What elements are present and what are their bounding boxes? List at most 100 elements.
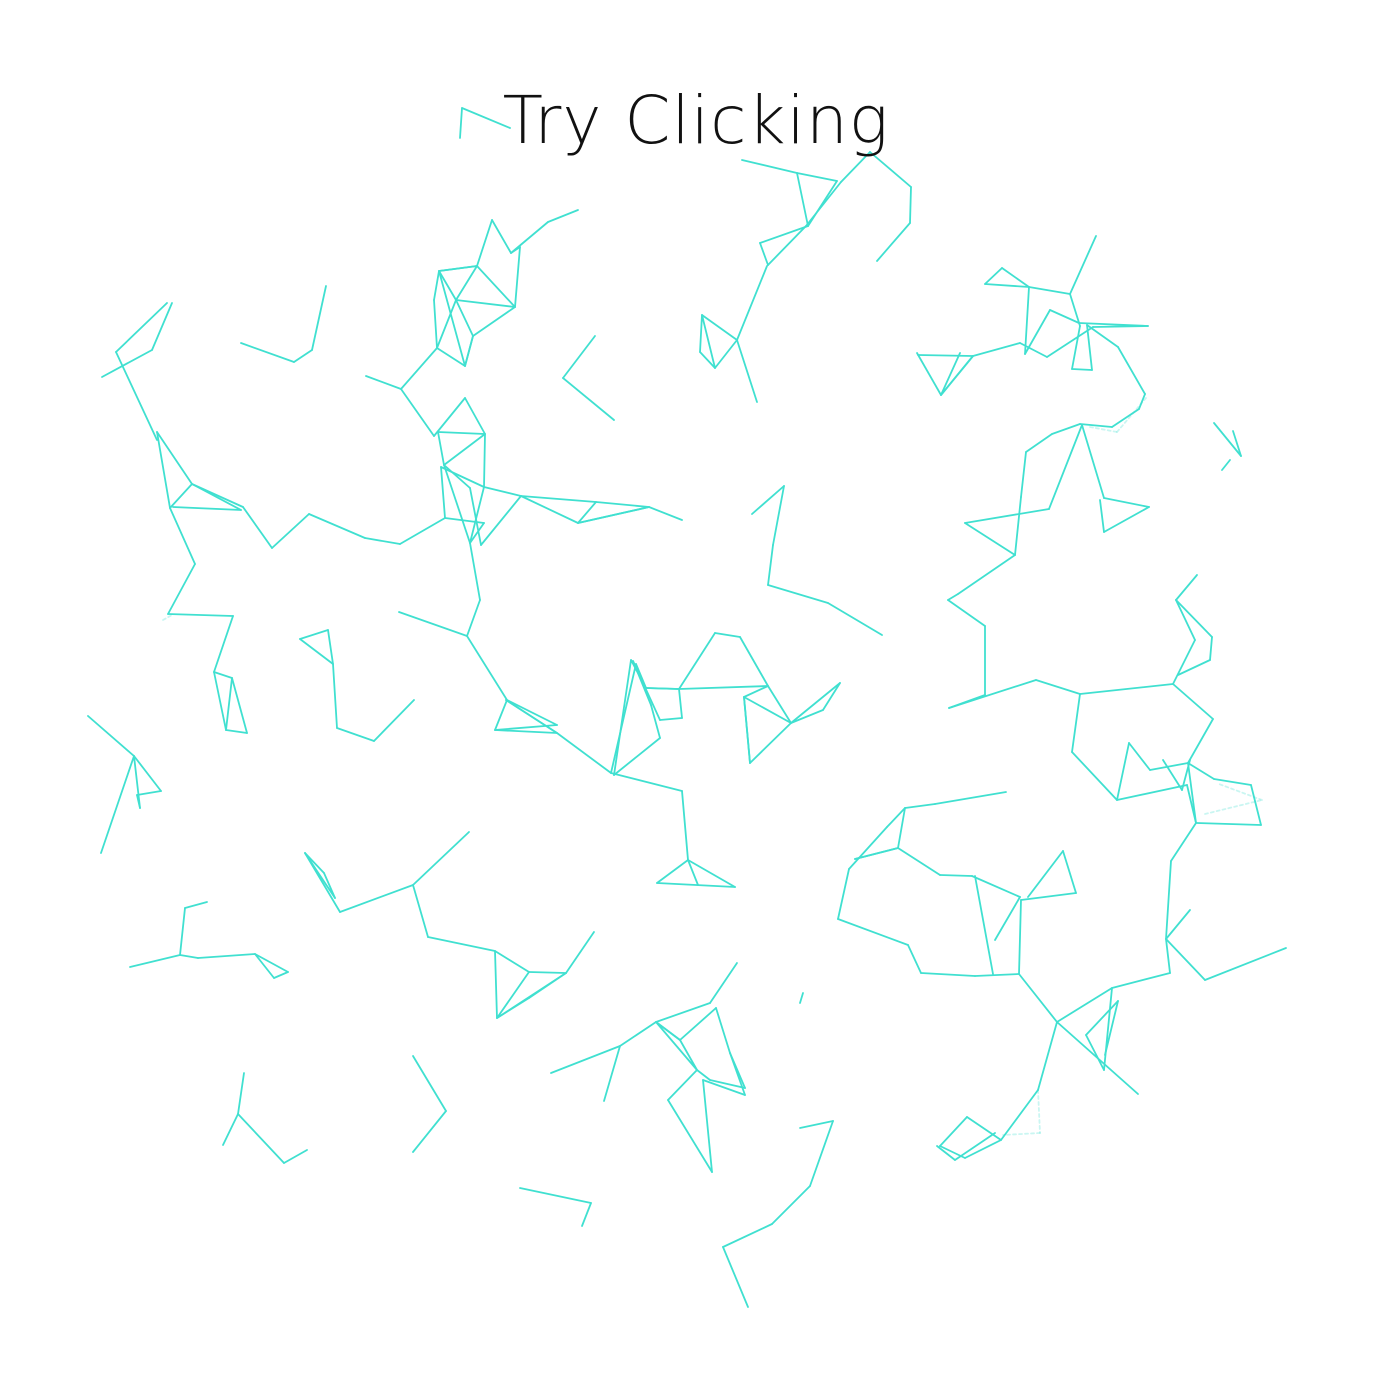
- network-edge: [400, 388, 435, 437]
- network-edge: [1165, 938, 1171, 974]
- network-edge: [701, 314, 716, 369]
- network-edge: [966, 1116, 1002, 1141]
- network-edge: [920, 972, 976, 977]
- network-edge: [469, 486, 485, 544]
- network-edge: [237, 1113, 285, 1164]
- network-edge: [1018, 899, 1022, 975]
- network-edge: [1085, 1000, 1119, 1036]
- network-edge: [254, 953, 289, 973]
- network-edge: [304, 852, 336, 899]
- network-edge: [565, 931, 595, 974]
- network-edge: [722, 1246, 749, 1308]
- network-edge: [436, 347, 466, 367]
- network-edge: [678, 632, 716, 690]
- network-edge: [412, 831, 470, 886]
- network-edge: [231, 677, 248, 734]
- network-edge: [469, 487, 482, 546]
- network-edge: [494, 724, 558, 731]
- network-edge: [947, 599, 986, 627]
- network-edge: [443, 464, 471, 489]
- network-edge: [169, 483, 193, 509]
- network-edge: [1025, 433, 1053, 453]
- network-edge: [581, 1202, 592, 1227]
- network-edge: [433, 270, 440, 301]
- network-edge: [767, 584, 829, 604]
- network-edge: [1103, 987, 1113, 1071]
- network-edge: [696, 1069, 711, 1081]
- network-edge: [476, 265, 516, 308]
- network-edge: [459, 107, 463, 139]
- network-edge: [400, 347, 438, 390]
- network-edge: [1086, 324, 1093, 371]
- network-edge: [1138, 393, 1146, 410]
- network-edge: [1175, 599, 1213, 638]
- network-edge: [1221, 459, 1231, 471]
- network-edge: [1071, 751, 1118, 801]
- network-edge: [167, 563, 196, 615]
- network-edge: [736, 339, 758, 403]
- network-edge: [299, 629, 329, 640]
- network-edge: [1186, 784, 1197, 824]
- network-edge: [619, 1021, 657, 1047]
- network-edge: [440, 466, 446, 519]
- network-edge: [994, 896, 1021, 941]
- network-edge: [1079, 683, 1174, 695]
- network-edge: [562, 335, 596, 379]
- network-edge: [772, 485, 785, 546]
- network-edge: [1104, 1000, 1119, 1056]
- network-edge: [1018, 973, 1058, 1023]
- network-edge: [476, 219, 493, 267]
- network-edge: [438, 270, 457, 301]
- network-edge: [1170, 822, 1197, 862]
- network-edge: [213, 671, 227, 731]
- network-edge: [556, 732, 612, 774]
- network-edge: [101, 349, 153, 378]
- network-edge: [957, 554, 1016, 595]
- network-edge: [1218, 783, 1263, 801]
- network-edge: [438, 270, 466, 367]
- network-edge: [1111, 408, 1140, 428]
- network-edge: [749, 722, 792, 764]
- network-edge: [399, 517, 446, 545]
- network-edge: [1149, 762, 1189, 771]
- network-edge: [667, 1069, 698, 1101]
- network-edge: [767, 544, 774, 586]
- network-edge: [917, 354, 974, 357]
- network-edge: [1079, 423, 1113, 428]
- network-edge: [655, 1021, 698, 1071]
- network-edge: [709, 962, 738, 1004]
- network-edge: [483, 486, 522, 497]
- network-edge: [897, 847, 941, 876]
- network-edge: [939, 1116, 968, 1147]
- network-edge: [438, 265, 478, 272]
- network-edge: [947, 593, 959, 601]
- network-edge: [332, 663, 338, 729]
- network-edge: [254, 953, 275, 979]
- network-edge: [494, 950, 530, 973]
- network-edge: [964, 508, 1050, 524]
- network-edge: [1001, 267, 1030, 288]
- network-edge: [273, 971, 289, 979]
- network-edge: [709, 1079, 746, 1089]
- network-edge: [1086, 324, 1119, 348]
- network-edge: [1069, 235, 1097, 295]
- network-edge: [433, 397, 466, 437]
- network-edge: [790, 682, 841, 724]
- network-edge: [1181, 759, 1191, 791]
- network-edge: [494, 699, 508, 731]
- network-edge: [514, 246, 521, 308]
- network-edge: [464, 335, 474, 367]
- network-edge: [455, 299, 474, 337]
- network-edge: [1089, 426, 1118, 433]
- network-edge: [939, 874, 973, 877]
- network-edge: [759, 242, 769, 266]
- network-edge: [822, 682, 841, 711]
- network-edge: [1209, 636, 1213, 661]
- network-edge: [940, 352, 961, 396]
- network-edge: [645, 687, 680, 690]
- network-edge: [771, 1185, 811, 1225]
- network-edge: [311, 285, 327, 351]
- network-edge: [1172, 639, 1196, 685]
